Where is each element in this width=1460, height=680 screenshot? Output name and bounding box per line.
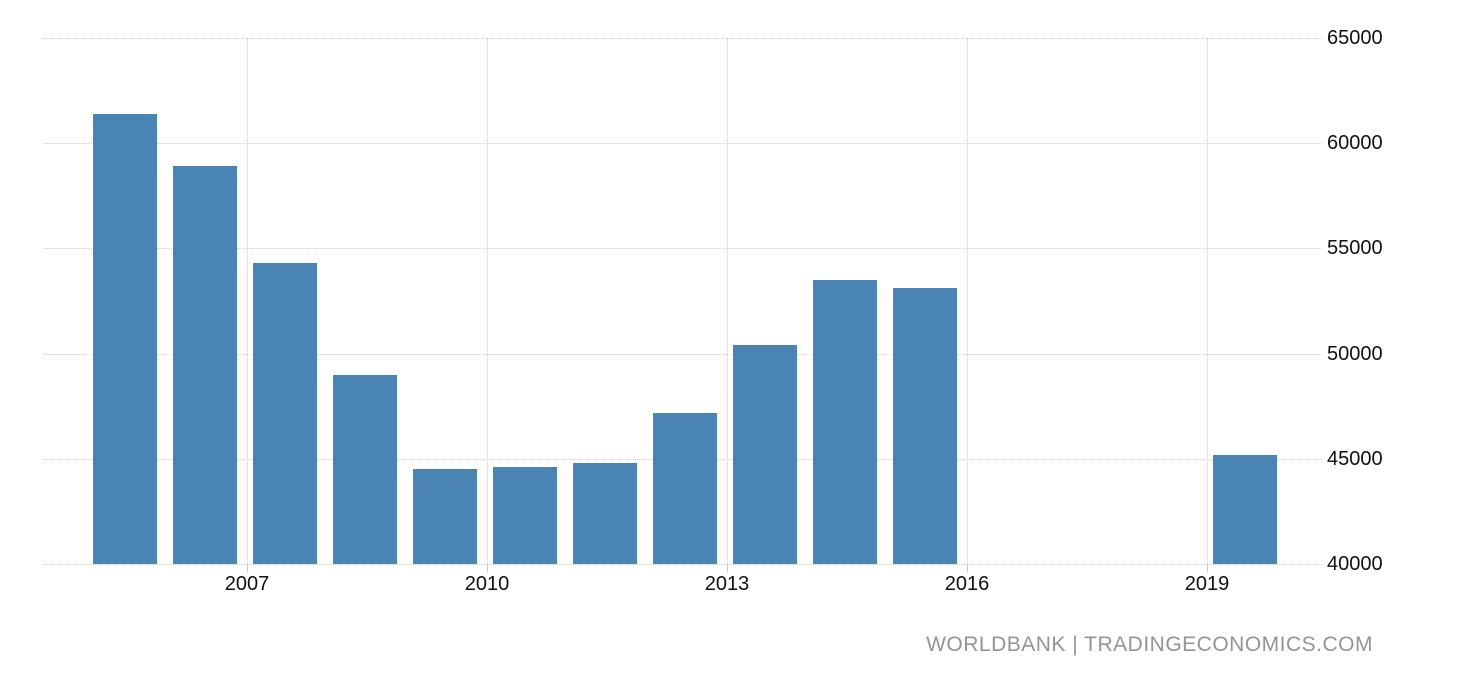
bar-2014[interactable] — [812, 279, 877, 564]
watermark: WORLDBANK | TRADINGECONOMICS.COM — [926, 633, 1373, 656]
bar-2008[interactable] — [332, 374, 397, 564]
x-axis-tick — [967, 564, 968, 572]
bar-2005[interactable] — [92, 113, 157, 564]
bar-2019[interactable] — [1212, 454, 1277, 564]
x-axis-tick — [727, 564, 728, 572]
y-axis-tick-label: 65000 — [1327, 27, 1383, 49]
bar-2009[interactable] — [412, 469, 477, 564]
x-axis-tick-label: 2019 — [1184, 573, 1230, 595]
x-axis-tick-label: 2016 — [944, 573, 990, 595]
gridline-horizontal — [43, 143, 1322, 145]
gridline-horizontal — [43, 353, 1322, 355]
bar-2010[interactable] — [492, 467, 557, 564]
x-axis-tick-label: 2007 — [224, 573, 270, 595]
y-axis-tick-label: 45000 — [1327, 447, 1383, 470]
gridline-horizontal — [43, 564, 1322, 565]
bar-2013[interactable] — [732, 345, 797, 564]
x-axis-tick-label: 2010 — [464, 573, 510, 595]
x-axis-tick — [1207, 564, 1208, 572]
gridline-vertical — [247, 38, 248, 564]
bar-2011[interactable] — [572, 463, 637, 564]
gridline-vertical — [1207, 38, 1208, 564]
gridline-horizontal — [43, 38, 1322, 39]
bar-2015[interactable] — [892, 288, 957, 564]
y-axis-tick-label: 50000 — [1327, 342, 1383, 365]
bar-2006[interactable] — [172, 166, 237, 564]
x-axis-tick — [487, 564, 488, 572]
bar-2012[interactable] — [652, 412, 717, 564]
gridline-horizontal — [43, 248, 1322, 250]
gridline-vertical — [727, 38, 728, 564]
gridline-vertical — [487, 38, 488, 564]
bar-2007[interactable] — [252, 263, 317, 564]
y-axis-tick-label: 40000 — [1327, 553, 1383, 575]
gridline-vertical — [967, 38, 968, 564]
x-axis-tick-label: 2013 — [704, 573, 750, 595]
x-axis-tick — [247, 564, 248, 572]
y-axis-tick-label: 60000 — [1327, 132, 1383, 155]
y-axis-tick-label: 55000 — [1327, 237, 1383, 260]
